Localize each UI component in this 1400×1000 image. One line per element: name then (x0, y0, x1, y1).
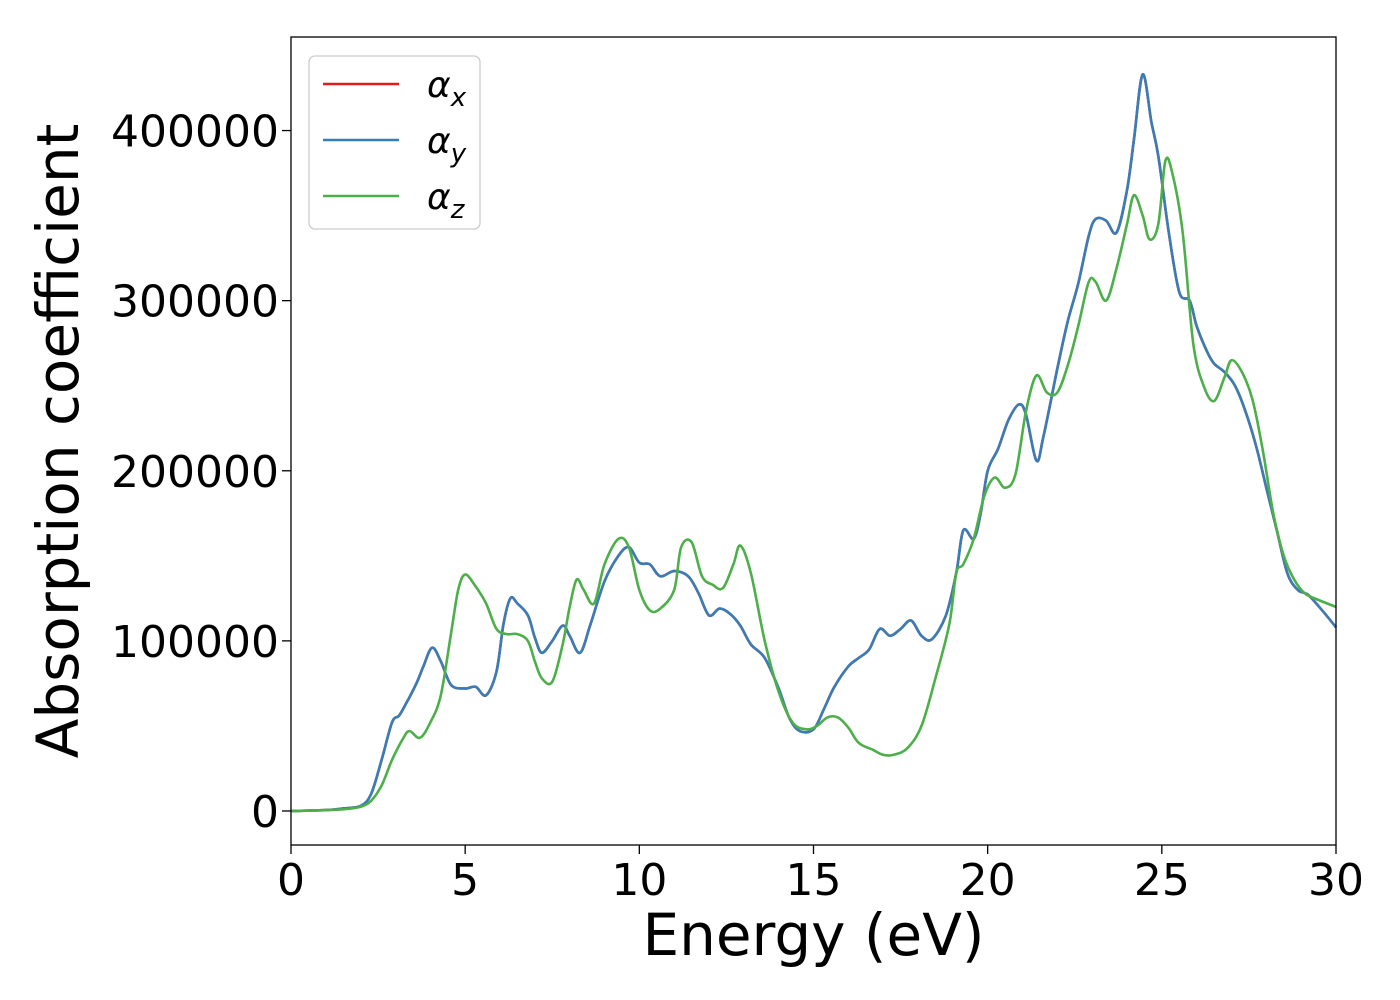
y-tick-label: 300000 (111, 277, 279, 328)
x-axis-label: Energy (eV) (642, 901, 984, 969)
y-tick-label: 200000 (111, 447, 279, 498)
y-tick-label: 100000 (111, 617, 279, 668)
series-layer (290, 73, 1338, 813)
x-tick-label: 20 (960, 855, 1016, 906)
x-tick-label: 15 (786, 855, 842, 906)
series-line-1 (290, 73, 1338, 813)
legend-label-1: αy (427, 121, 467, 169)
x-tick-label: 25 (1134, 855, 1190, 906)
y-axis-ticks: 0 100000 200000 300000 400000 (111, 107, 291, 838)
x-tick-label: 30 (1308, 855, 1364, 906)
series-line-2 (290, 156, 1337, 813)
y-tick-label: 400000 (111, 107, 279, 158)
legend-frame (308, 55, 481, 230)
legend-label-2: αz (427, 177, 466, 225)
x-tick-label: 10 (611, 855, 667, 906)
x-tick-label: 5 (451, 855, 479, 906)
x-tick-label: 0 (277, 855, 305, 906)
legend-label-0: αx (427, 65, 467, 113)
y-tick-label: 0 (251, 787, 279, 838)
y-axis-label: Absorption coefficient (24, 124, 92, 759)
legend: αx αy αz (308, 55, 481, 230)
x-axis-ticks: 0 5 10 15 20 25 30 (277, 845, 1364, 906)
